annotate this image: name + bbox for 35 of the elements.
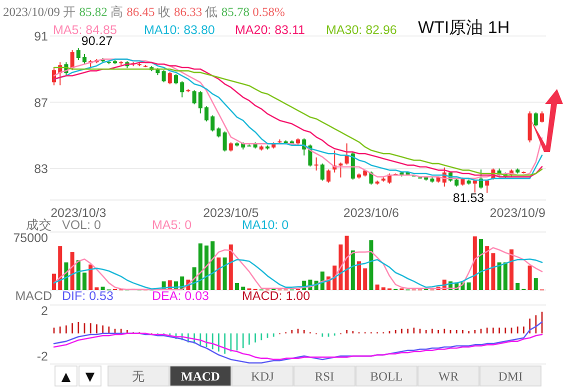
y-tick-label: 91: [34, 30, 48, 44]
text: 75000: [13, 231, 48, 245]
text: MACD: 1.00: [242, 289, 310, 303]
text: 2023/10/09 开 85.82 高 86.45 收 86.33 低 85.78 0.58%: [3, 5, 285, 19]
chart-title: 成交: [26, 217, 52, 232]
text: DMI: [498, 370, 523, 384]
x-tick-label: 2023/10/9: [490, 206, 546, 220]
text: MA20: 83.11: [235, 23, 305, 37]
text: MACD: [181, 370, 220, 384]
x-tick-label: 2023/10/5: [203, 206, 259, 220]
text: MA10: 0: [242, 218, 289, 232]
text: ▼: [85, 370, 96, 384]
x-tick-label: 2023/10/6: [343, 206, 400, 220]
text: DIF: 0.53: [62, 289, 114, 303]
chart-title: MACD: [15, 289, 52, 303]
text: WR: [438, 370, 460, 384]
y-tick-label: 83: [34, 162, 48, 176]
y-tick-label: 87: [34, 96, 48, 110]
text: MA30: 82.96: [326, 23, 397, 37]
text: ▲: [61, 370, 72, 384]
text: BOLL: [370, 370, 403, 384]
text: MA5: 0: [152, 218, 192, 232]
series-label: VOL: 0: [62, 218, 101, 232]
text: KDJ: [251, 370, 274, 384]
y-tick-label: 2: [41, 304, 48, 318]
annotation: 81.53: [452, 190, 484, 205]
series-label: MA10: 83.80: [144, 23, 215, 37]
text: 无: [132, 370, 145, 384]
x-tick-label: 2023/10/3: [50, 206, 106, 220]
series-label: MA5: 84.85: [53, 23, 117, 37]
text: DEA: 0.03: [152, 289, 210, 303]
chart-title: WTI原油 1H: [418, 18, 510, 37]
text: RSI: [314, 370, 334, 384]
y-tick-label: -2: [36, 350, 48, 364]
annotation: 90.27: [81, 34, 113, 48]
